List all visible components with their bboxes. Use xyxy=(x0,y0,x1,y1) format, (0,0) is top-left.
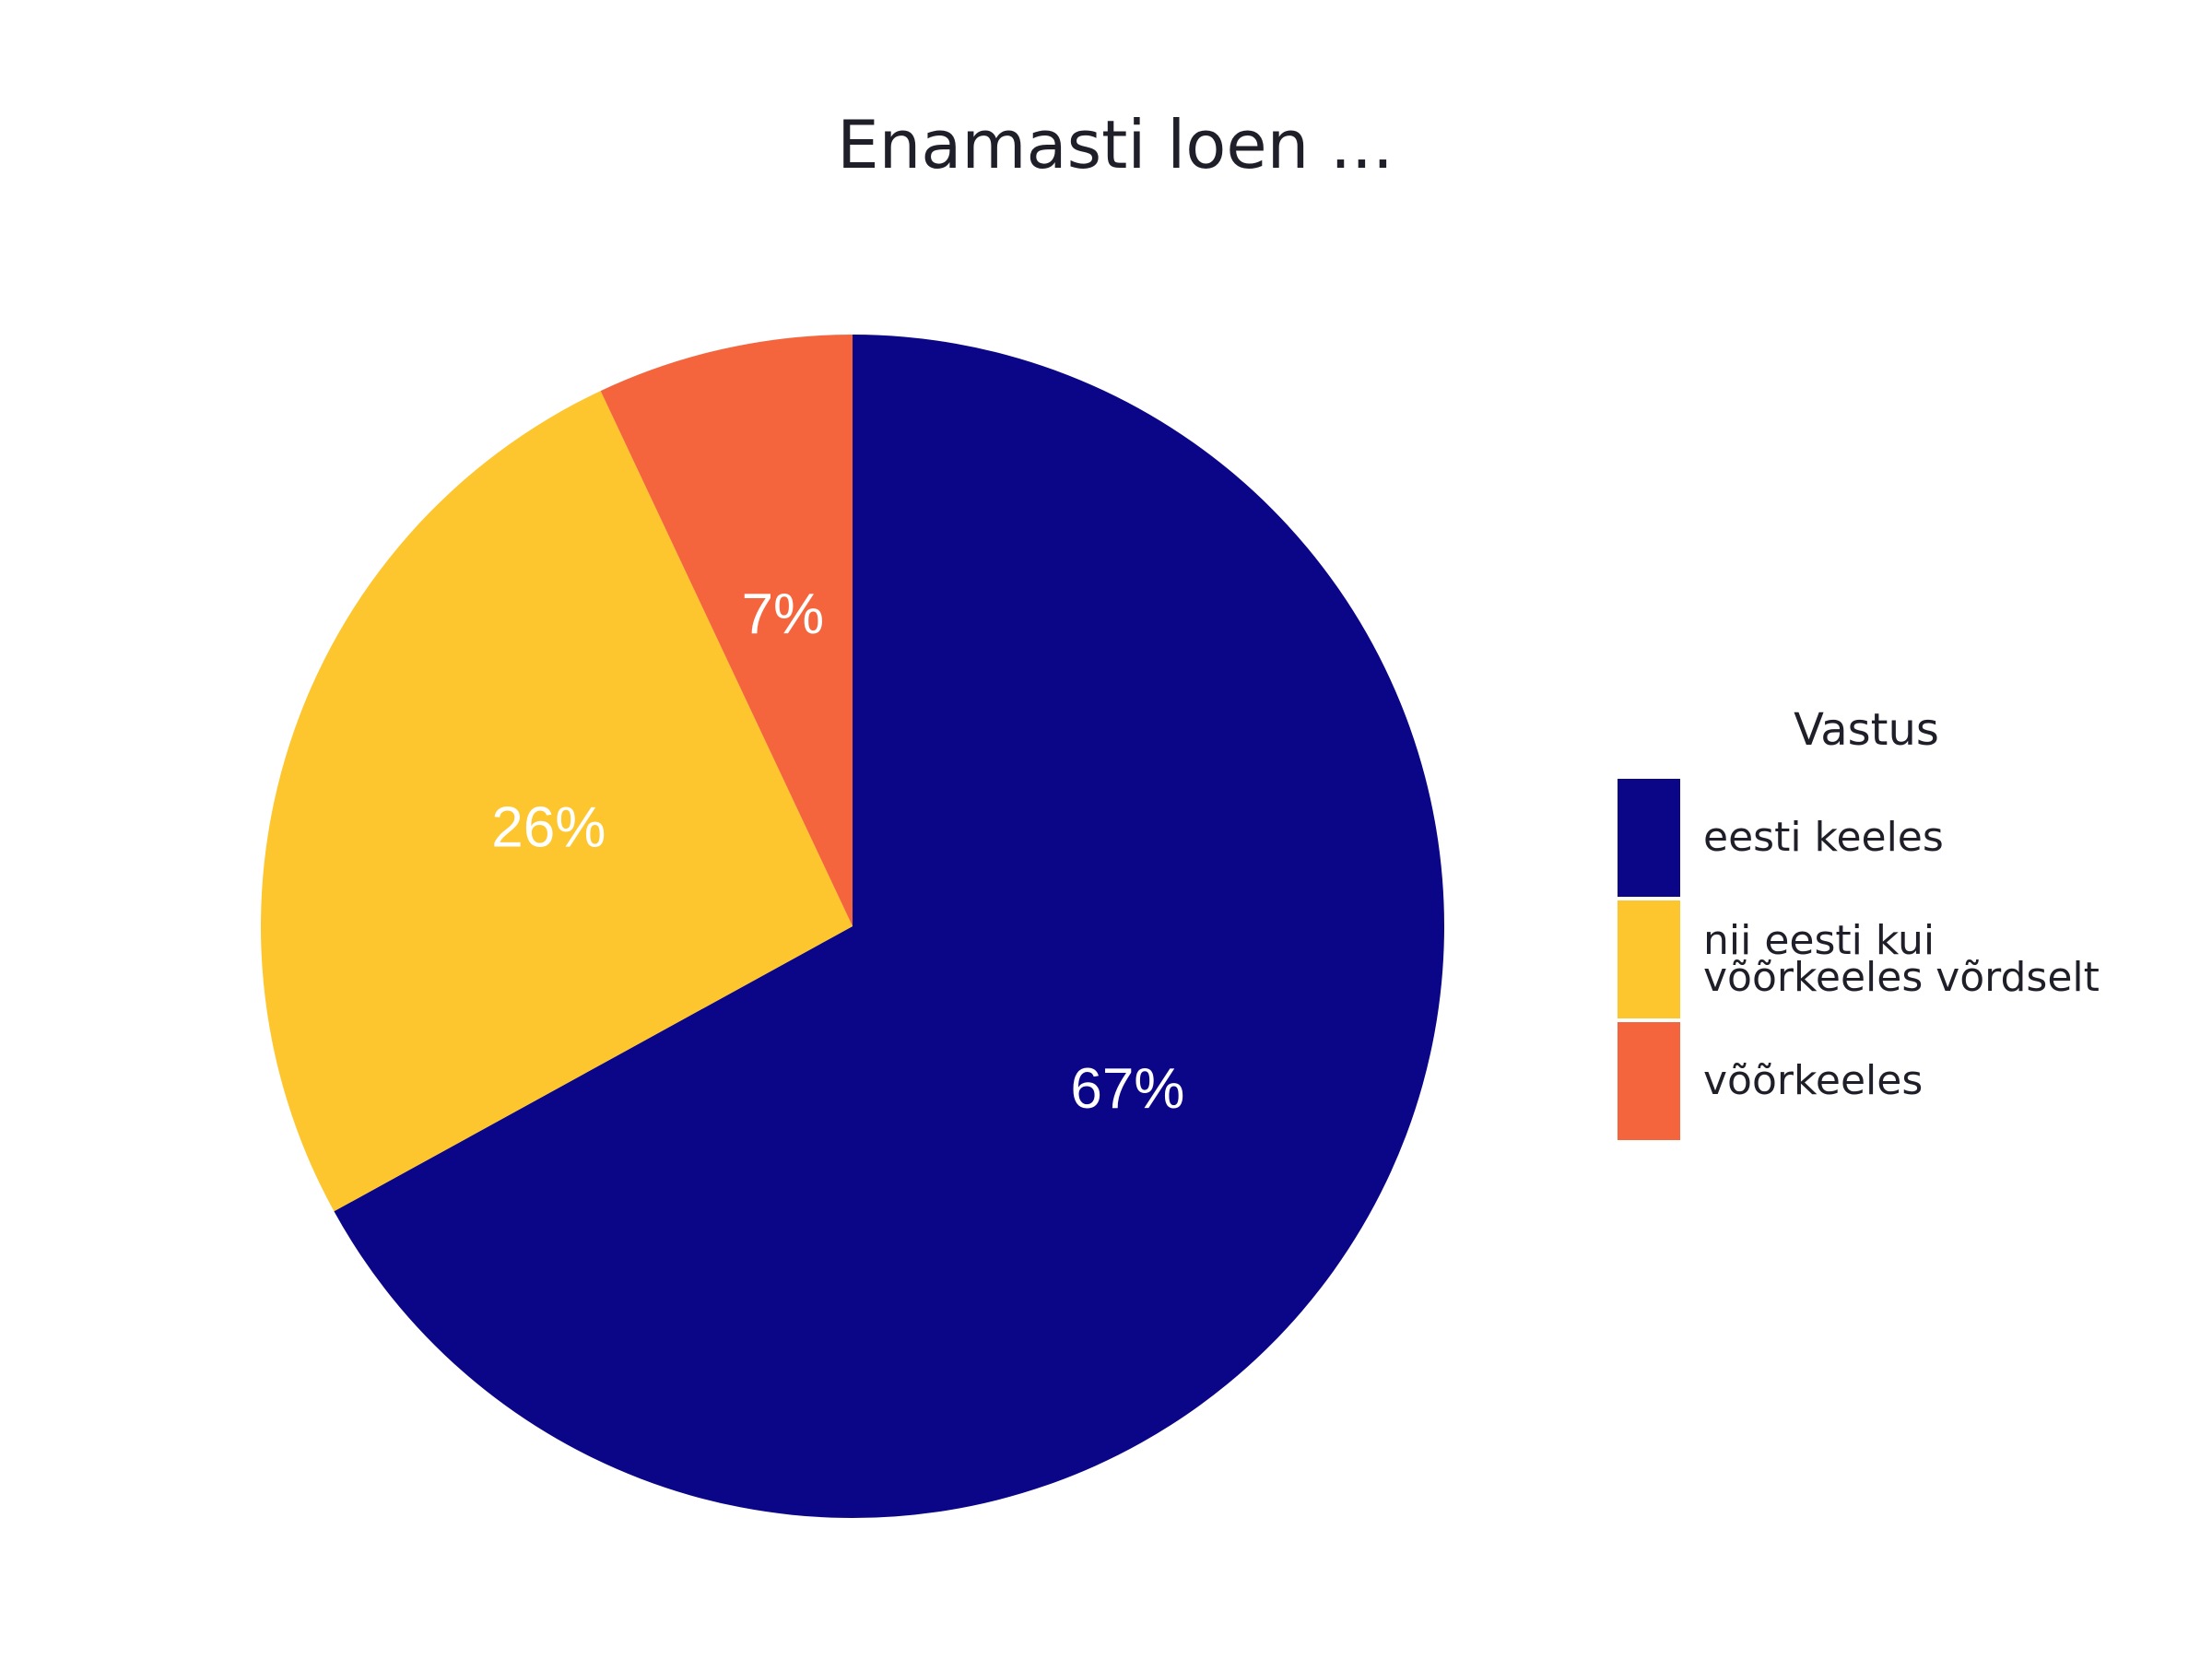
pie-slice-2 xyxy=(600,335,853,926)
legend-label-line: nii eesti kui xyxy=(1703,917,1935,964)
slice-value-label: 67% xyxy=(1070,1057,1184,1121)
legend-label: eesti keeles xyxy=(1703,814,1944,861)
pie-slice-0 xyxy=(334,335,1444,1519)
legend-title: Vastus xyxy=(1794,704,1939,756)
chart-title: Enamasti loen ... xyxy=(837,106,1394,183)
legend-label-line: võõrkeeles xyxy=(1703,1057,1923,1104)
pie-slices xyxy=(261,335,1444,1519)
legend-label: nii eesti kui võõrkeeles võrdselt xyxy=(1703,917,2100,1001)
legend-swatch xyxy=(1618,779,1680,897)
legend-label: võõrkeeles xyxy=(1703,1057,1923,1104)
legend-label-line: eesti keeles xyxy=(1703,814,1944,861)
legend-label-line: võõrkeeles võrdselt xyxy=(1703,954,2100,1001)
pie-slice-1 xyxy=(261,391,853,1212)
legend-swatch xyxy=(1618,900,1680,1018)
legend-swatch xyxy=(1618,1022,1680,1140)
legend: eesti keeles nii eesti kui võõrkeeles võrd… xyxy=(1618,779,2100,1140)
slice-labels: 67% 26% 7% xyxy=(491,582,1184,1121)
slice-value-label: 26% xyxy=(491,795,606,859)
slice-value-label: 7% xyxy=(742,582,825,646)
